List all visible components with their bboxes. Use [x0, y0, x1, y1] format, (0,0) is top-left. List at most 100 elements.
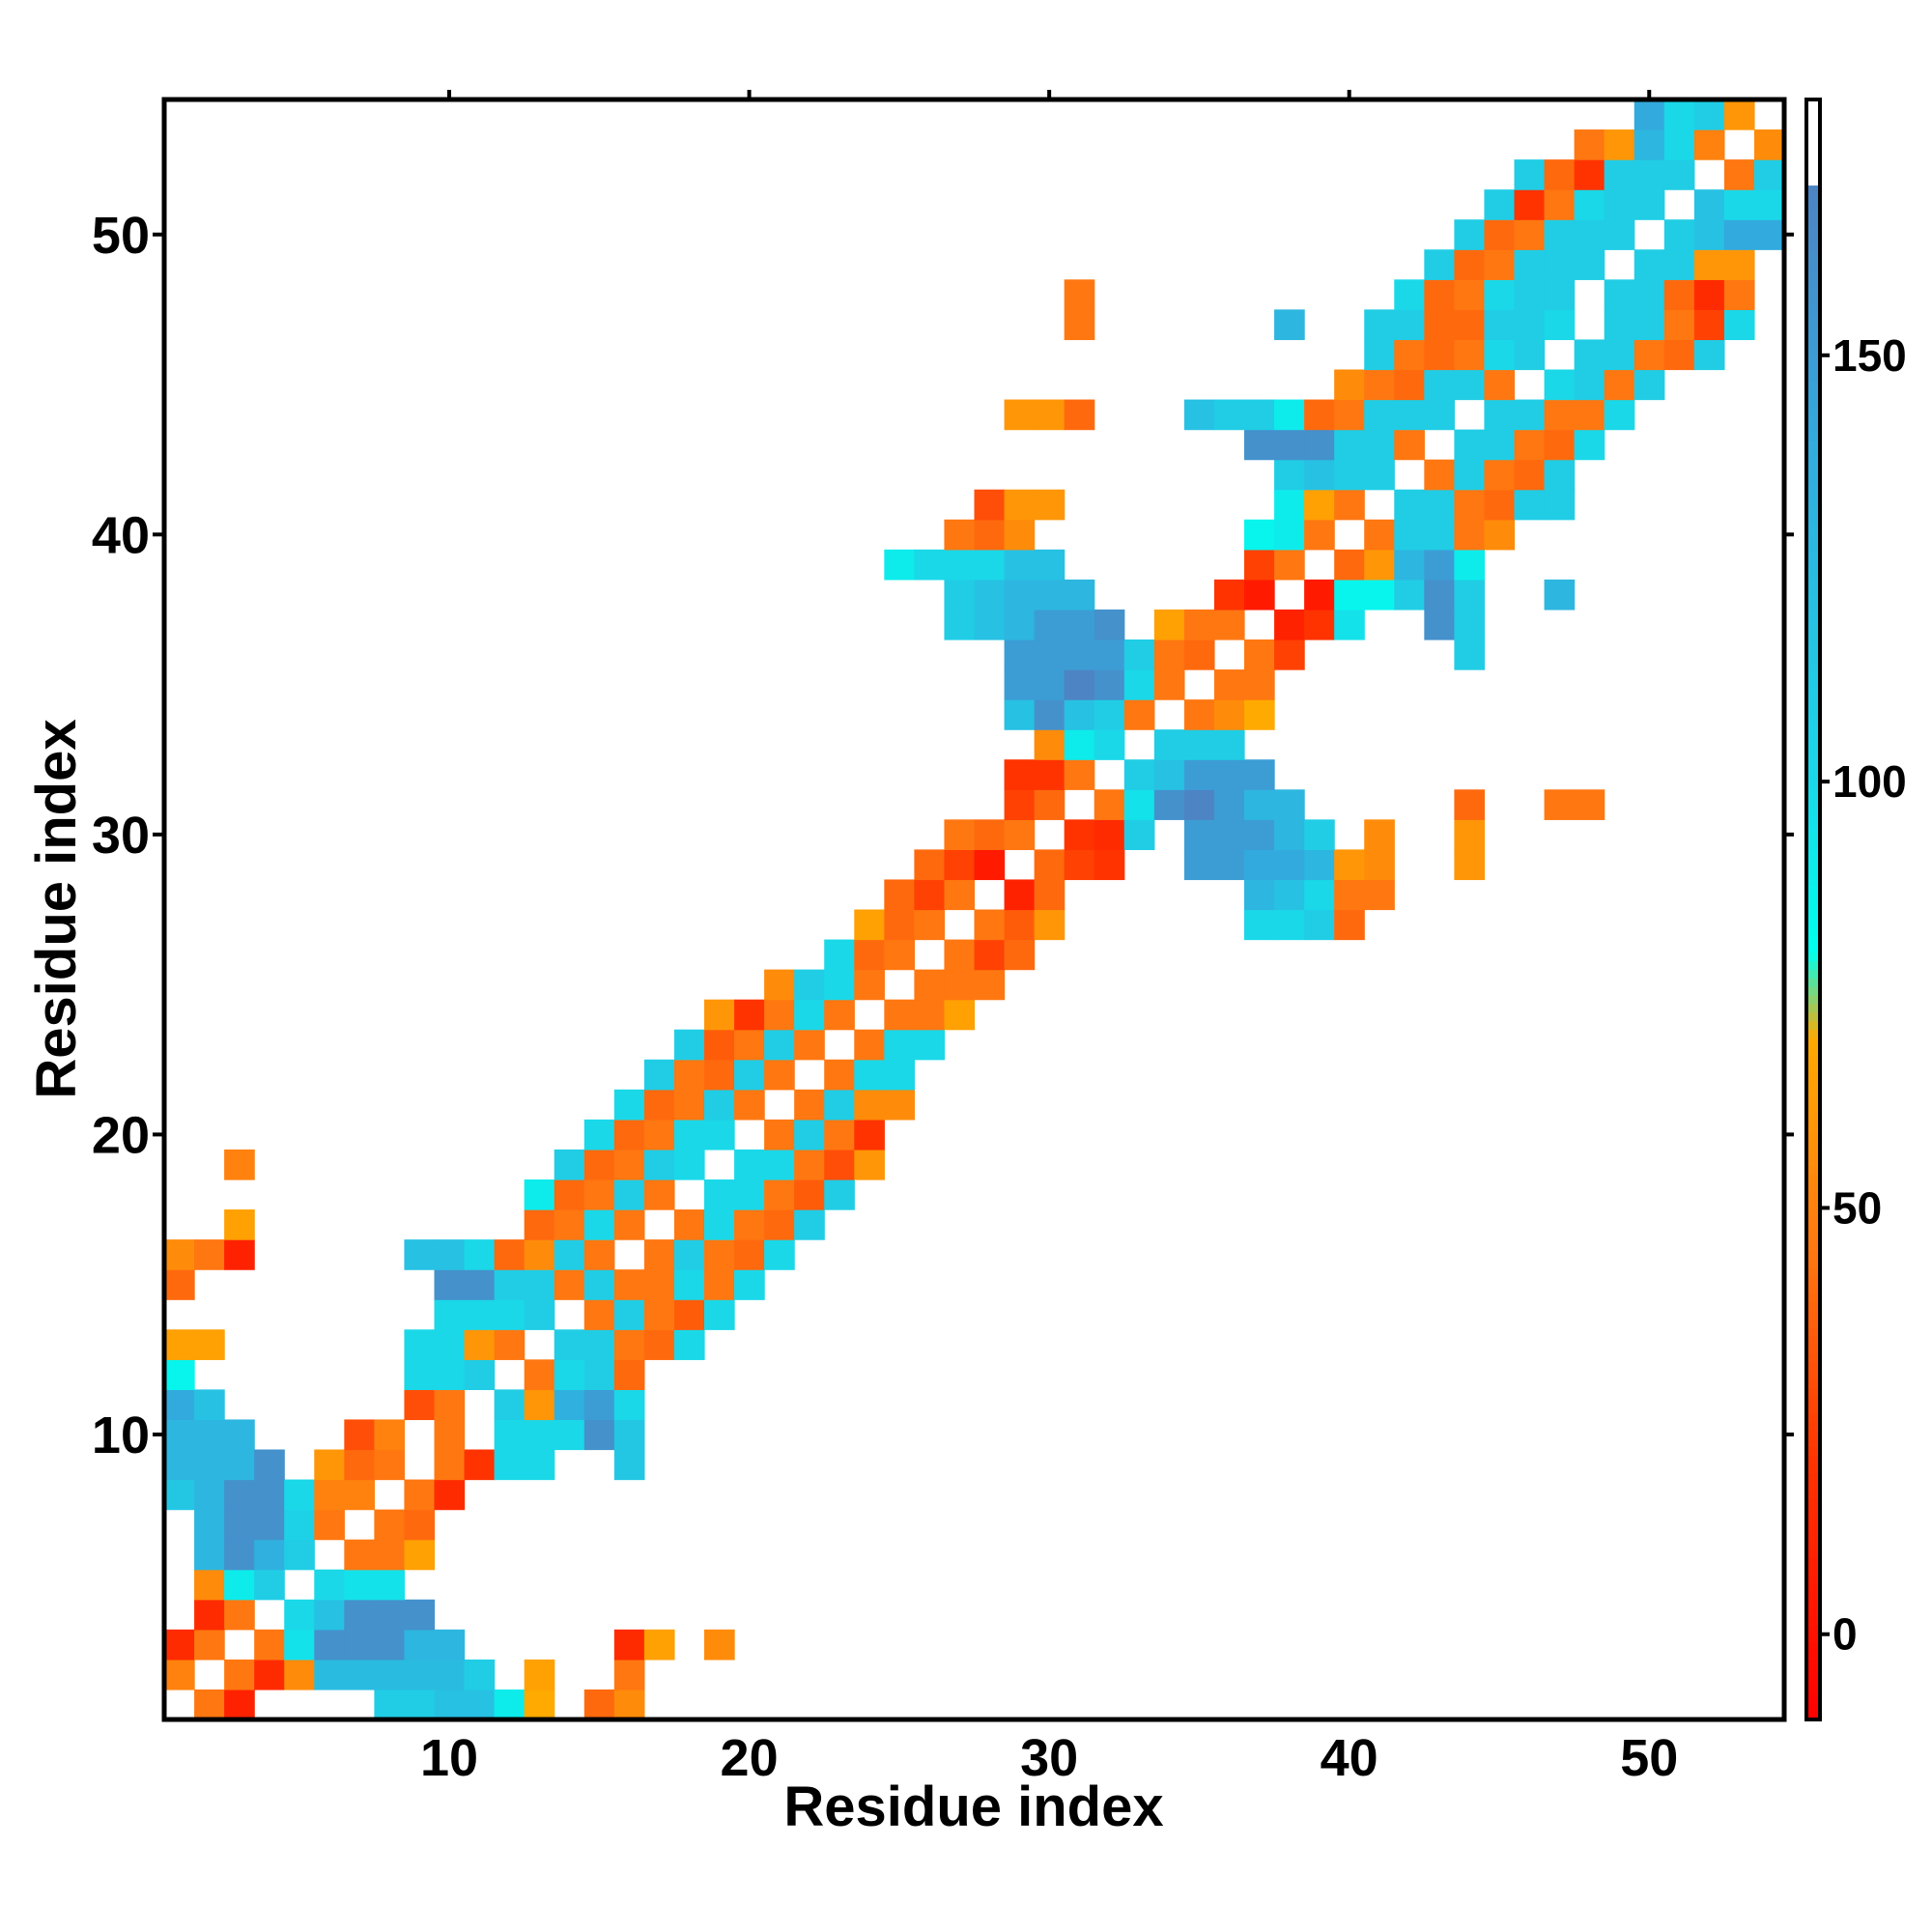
- heatmap-cell: [1004, 609, 1036, 640]
- heatmap-cell: [704, 1299, 735, 1330]
- heatmap-cell: [224, 1569, 255, 1601]
- heatmap-cell: [1094, 669, 1125, 700]
- colorbar-band: [1806, 978, 1820, 987]
- heatmap-cell: [1064, 639, 1095, 670]
- heatmap-cell: [854, 1089, 885, 1121]
- heatmap-cell: [1544, 789, 1576, 820]
- heatmap-cell: [764, 1239, 795, 1270]
- heatmap-cell: [464, 1659, 496, 1690]
- colorbar-band: [1806, 406, 1820, 416]
- heatmap-cell: [1304, 579, 1335, 611]
- colorbar-tick-label: 50: [1833, 1182, 1882, 1233]
- colorbar-band: [1806, 943, 1820, 953]
- heatmap-cell: [1484, 369, 1516, 401]
- heatmap-cell: [464, 1689, 496, 1720]
- colorbar-bands: [1806, 99, 1820, 1720]
- heatmap-cell: [1064, 729, 1095, 760]
- colorbar-band: [1806, 1515, 1820, 1524]
- heatmap-cell: [1334, 549, 1365, 581]
- heatmap-cell: [1004, 549, 1036, 581]
- colorbar-band: [1806, 150, 1820, 160]
- colorbar-band: [1806, 1711, 1820, 1720]
- colorbar-band: [1806, 926, 1820, 936]
- heatmap-cell: [583, 1149, 615, 1180]
- heatmap-cell: [1004, 789, 1036, 820]
- heatmap-cell: [1094, 819, 1125, 850]
- heatmap-cell: [1034, 579, 1065, 611]
- colorbar-band: [1806, 270, 1820, 280]
- colorbar-band: [1806, 1148, 1820, 1158]
- heatmap-cell: [944, 969, 976, 1001]
- heatmap-cell: [1364, 819, 1395, 850]
- colorbar-band: [1806, 747, 1820, 757]
- heatmap-cell: [583, 1209, 615, 1240]
- heatmap-cell: [734, 999, 765, 1031]
- heatmap-cell: [613, 1389, 645, 1421]
- heatmap-cell: [404, 1389, 436, 1421]
- heatmap-cell: [164, 1449, 195, 1481]
- heatmap-cell: [673, 1119, 705, 1151]
- heatmap-cell: [1064, 279, 1095, 310]
- heatmap-cell: [1274, 639, 1305, 670]
- heatmap-cell: [944, 579, 976, 611]
- heatmap-cell: [1304, 459, 1335, 491]
- heatmap-cell: [583, 1239, 615, 1270]
- heatmap-cell: [1064, 849, 1095, 881]
- heatmap-cell: [1004, 639, 1036, 670]
- heatmap-cell: [1484, 249, 1516, 280]
- heatmap-cell: [1484, 339, 1516, 371]
- colorbar-band: [1806, 1352, 1820, 1363]
- heatmap-cell: [1723, 219, 1755, 250]
- heatmap-cell: [164, 1329, 195, 1360]
- y-tick-label: 20: [92, 1106, 150, 1164]
- heatmap-cell: [284, 1599, 315, 1631]
- heatmap-cell: [314, 1509, 345, 1541]
- heatmap-cell: [434, 1299, 466, 1330]
- heatmap-cell: [1663, 309, 1695, 341]
- heatmap-cell: [824, 1149, 855, 1180]
- heatmap-cell: [1213, 849, 1245, 881]
- heatmap-cell: [194, 1569, 225, 1601]
- heatmap-cell: [884, 1089, 915, 1121]
- heatmap-cell: [613, 1449, 645, 1481]
- colorbar-tick-label: 0: [1833, 1609, 1858, 1660]
- heatmap-cell: [673, 1089, 705, 1121]
- heatmap-cell: [1183, 729, 1215, 760]
- heatmap-cell: [1183, 399, 1215, 431]
- heatmap-cell: [764, 1209, 795, 1240]
- heatmap-cell: [344, 1659, 375, 1690]
- colorbar-band: [1806, 1608, 1820, 1618]
- heatmap-cell: [1064, 759, 1095, 790]
- colorbar-band: [1806, 688, 1820, 697]
- colorbar-band: [1806, 764, 1820, 775]
- heatmap-cell: [583, 1179, 615, 1210]
- heatmap-cell: [673, 1329, 705, 1360]
- heatmap-cell: [824, 969, 855, 1001]
- heatmap-cell: [1334, 429, 1365, 461]
- heatmap-cell: [944, 999, 976, 1031]
- heatmap-cell: [1544, 309, 1576, 341]
- heatmap-cell: [1424, 519, 1455, 551]
- heatmap-cell: [404, 1329, 436, 1360]
- heatmap-cell: [1454, 789, 1486, 820]
- heatmap-cell: [1034, 489, 1065, 521]
- heatmap-cell: [1183, 789, 1215, 820]
- heatmap-cell: [1514, 309, 1546, 341]
- heatmap-cell: [794, 1029, 825, 1061]
- colorbar-band: [1806, 1582, 1820, 1593]
- heatmap-cell: [1304, 489, 1335, 521]
- heatmap-cell: [583, 1329, 615, 1360]
- colorbar-band: [1806, 1276, 1820, 1286]
- heatmap-cell: [494, 1299, 526, 1330]
- colorbar-band: [1806, 1480, 1820, 1491]
- colorbar-band: [1806, 244, 1820, 254]
- heatmap-cell: [554, 1269, 585, 1300]
- heatmap-cell: [1034, 789, 1065, 820]
- heatmap-cell: [704, 1269, 735, 1300]
- colorbar-band: [1806, 934, 1820, 945]
- colorbar-band: [1806, 807, 1820, 817]
- colorbar-band: [1806, 346, 1820, 356]
- y-tick-label: 10: [92, 1406, 150, 1464]
- colorbar-band: [1806, 1208, 1820, 1218]
